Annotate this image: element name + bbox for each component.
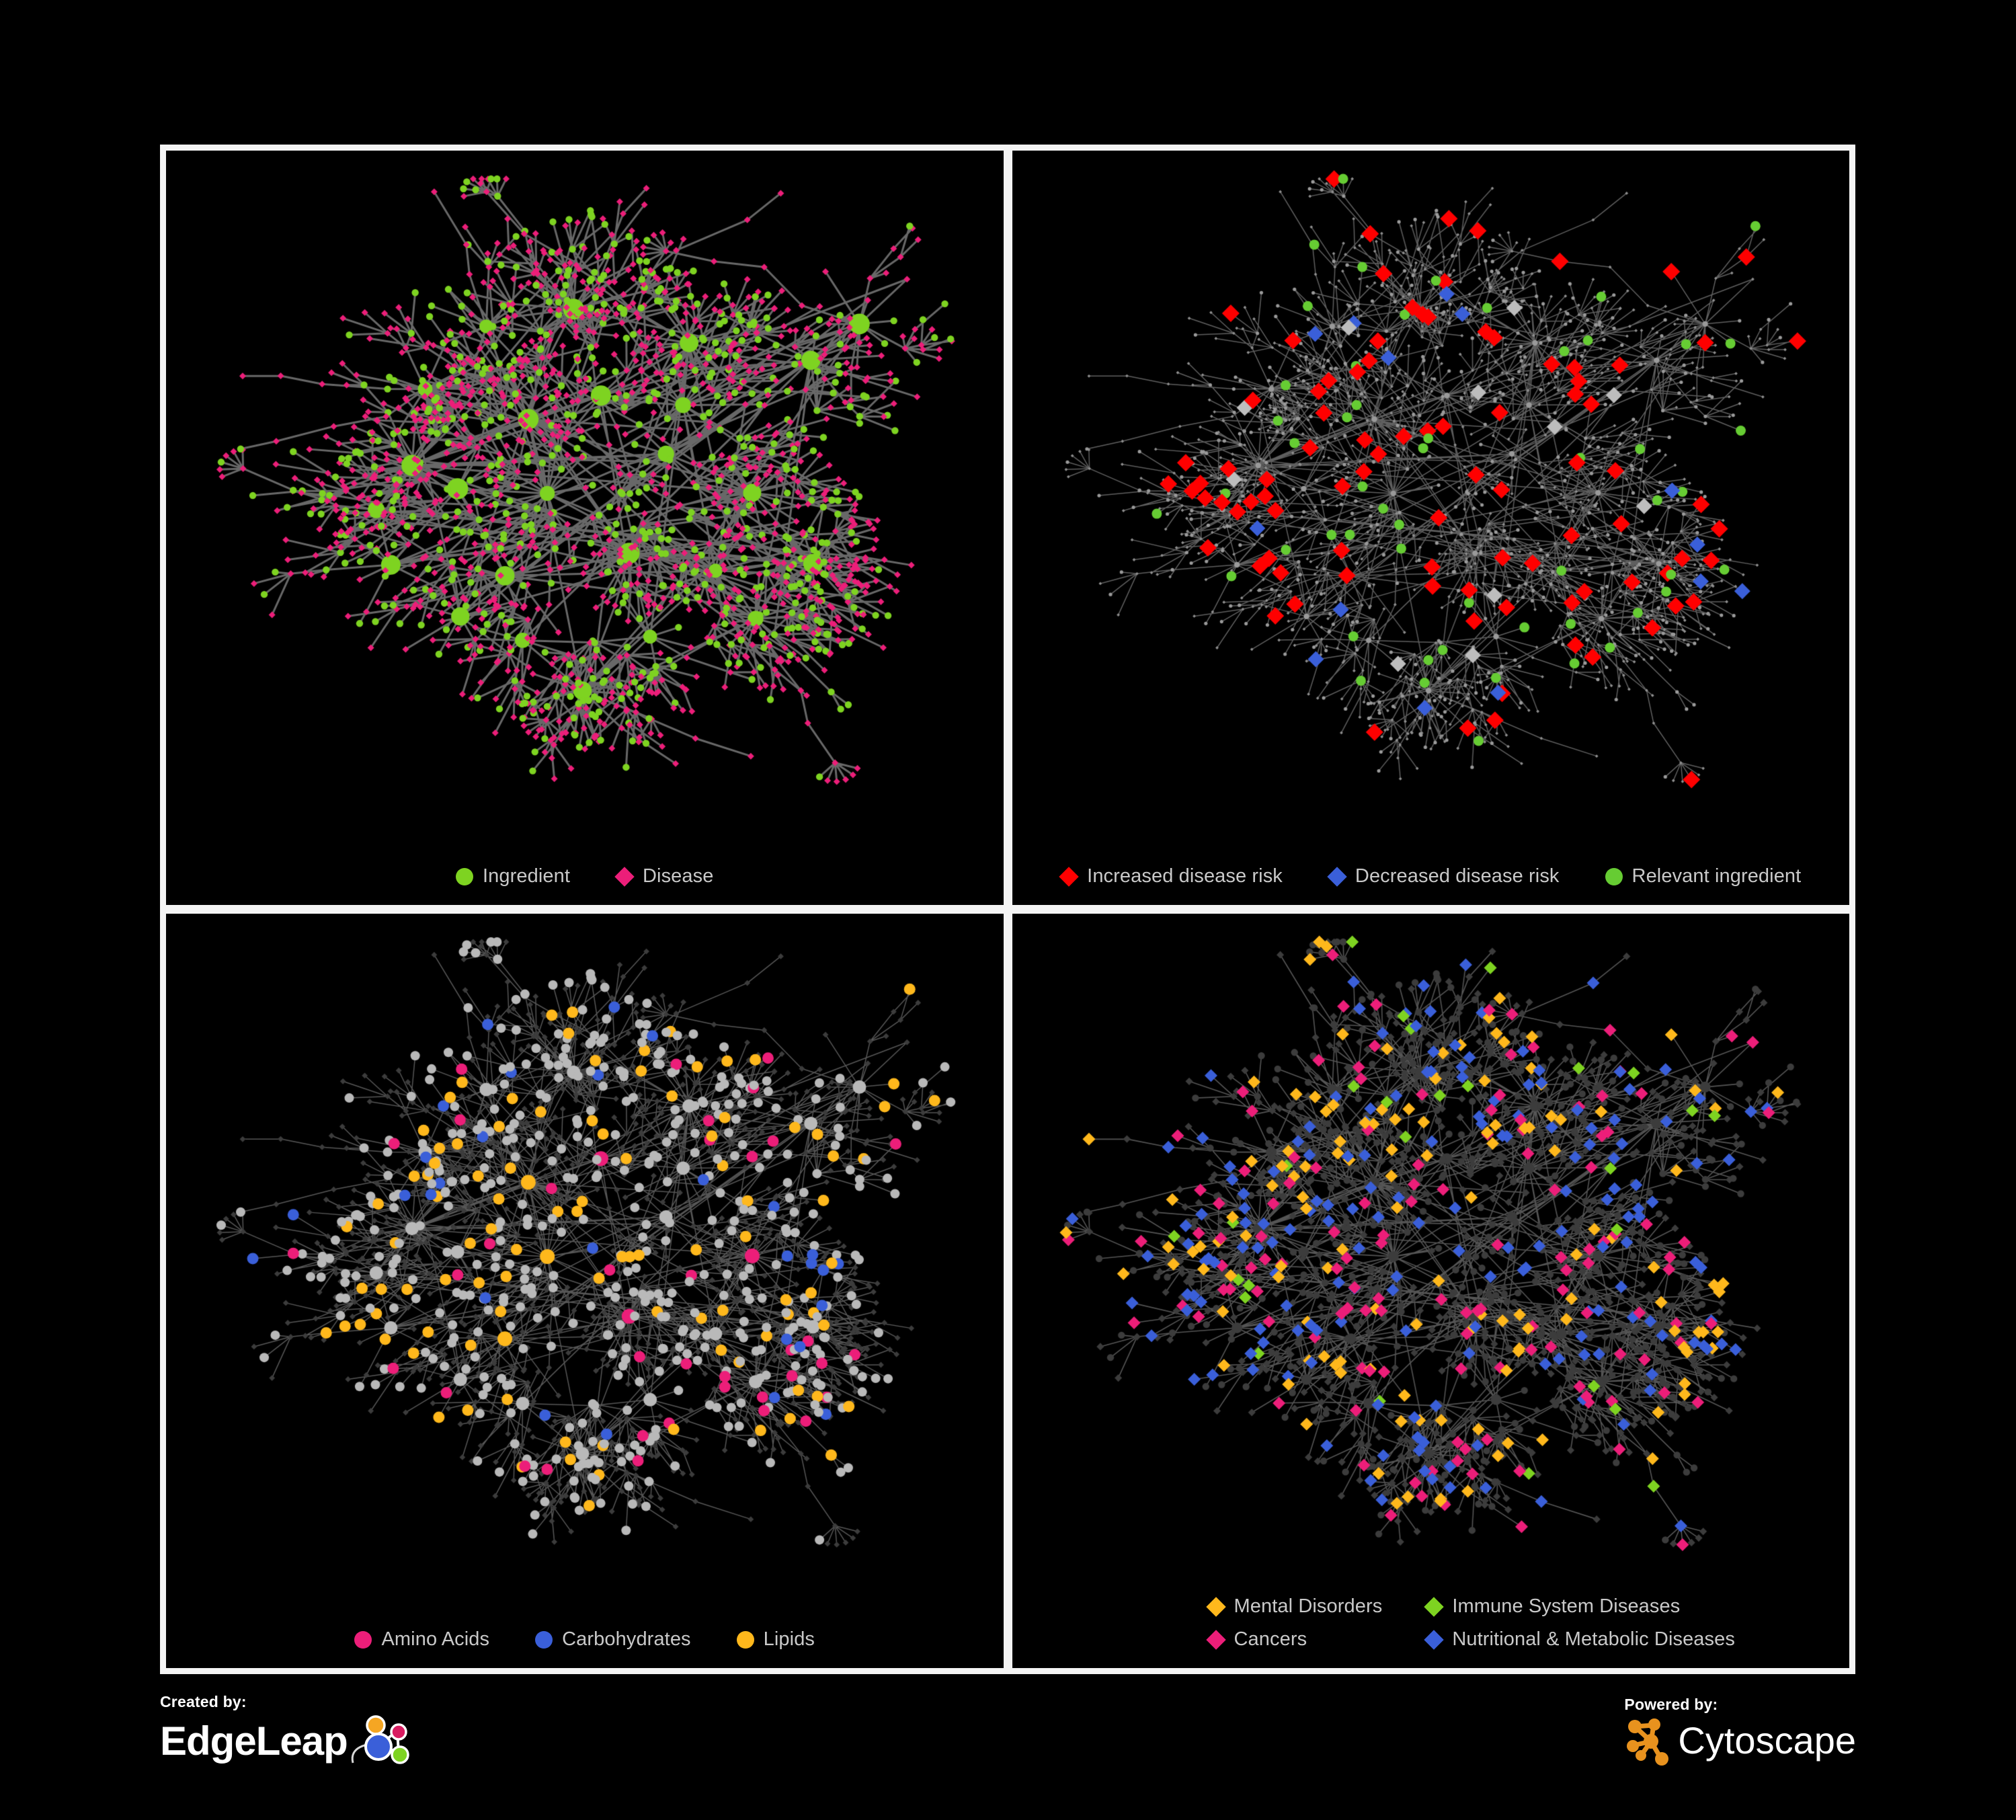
cytoscape-logo-icon [1627,1718,1669,1766]
network-canvas-ingredient-disease[interactable] [166,151,1004,905]
edgeleap-wordmark: EdgeLeap [160,1718,348,1764]
network-canvas-ingredient-class[interactable] [166,914,1004,1668]
cytoscape-wordmark: Cytoscape [1678,1719,1856,1762]
network-canvas-disease-class[interactable] [1012,914,1849,1668]
created-by-edgeleap[interactable]: Created by: EdgeLeap [160,1693,412,1768]
panel-ingredient-disease[interactable]: Ingredient Disease [166,151,1004,905]
powered-by-kicker: Powered by: [1624,1696,1718,1713]
edgeleap-logo-icon [351,1715,409,1764]
panel-disease-class[interactable]: Mental Disorders Immune System Diseases … [1012,914,1849,1668]
network-canvas-disease-risk[interactable] [1012,151,1849,905]
figure-footer: Created by: EdgeLeap Powered by: [160,1681,1856,1809]
created-by-kicker: Created by: [160,1693,247,1710]
panel-ingredient-class[interactable]: Amino Acids Carbohydrates Lipids [166,914,1004,1668]
panel-grid: Ingredient Disease Increased disease ris… [160,145,1855,1674]
panel-disease-risk[interactable]: Increased disease risk Decreased disease… [1012,151,1849,905]
powered-by-cytoscape[interactable]: Powered by: [1624,1696,1856,1766]
